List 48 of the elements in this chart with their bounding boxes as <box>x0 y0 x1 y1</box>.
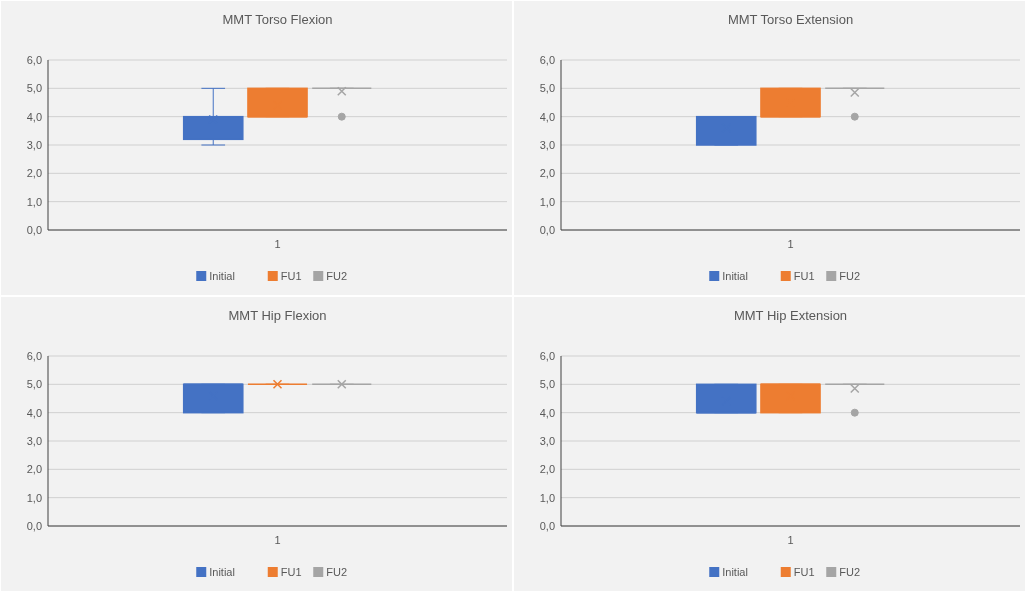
y-tick-label: 1,0 <box>26 195 42 208</box>
y-tick-label: 2,0 <box>539 463 555 476</box>
y-tick-label: 3,0 <box>539 434 555 447</box>
chart-title: MMT Torso Extension <box>727 12 854 27</box>
y-tick-label: 0,0 <box>539 519 555 532</box>
legend-label: FU1 <box>793 566 815 578</box>
x-tick-label: 1 <box>787 534 794 546</box>
x-tick-label: 1 <box>274 238 281 250</box>
chart-title: MMT Hip Extension <box>733 308 848 323</box>
legend-label: FU1 <box>280 270 302 282</box>
x-tick-label: 1 <box>274 534 281 546</box>
legend-label: Initial <box>209 270 235 282</box>
legend-label: FU1 <box>280 566 302 578</box>
chart-title: MMT Torso Flexion <box>222 12 333 27</box>
y-tick-label: 6,0 <box>539 53 555 66</box>
y-tick-label: 3,0 <box>26 434 42 447</box>
y-tick-label: 1,0 <box>539 195 555 208</box>
y-tick-label: 4,0 <box>26 110 42 123</box>
y-tick-label: 6,0 <box>539 349 555 362</box>
y-tick-label: 2,0 <box>539 167 555 180</box>
y-tick-label: 0,0 <box>26 519 42 532</box>
legend-label: FU2 <box>326 270 348 282</box>
legend-label: FU2 <box>326 566 348 578</box>
y-tick-label: 5,0 <box>539 378 555 391</box>
y-tick-label: 5,0 <box>26 82 42 95</box>
y-tick-label: 5,0 <box>539 82 555 95</box>
y-tick-label: 5,0 <box>26 378 42 391</box>
y-tick-label: 3,0 <box>539 138 555 151</box>
legend-label: Initial <box>722 566 748 578</box>
legend-label: FU1 <box>793 270 815 282</box>
y-tick-label: 2,0 <box>26 167 42 180</box>
y-tick-label: 1,0 <box>26 491 42 504</box>
y-tick-label: 0,0 <box>539 223 555 236</box>
legend-label: FU2 <box>839 566 861 578</box>
y-tick-label: 0,0 <box>26 223 42 236</box>
y-tick-label: 6,0 <box>26 349 42 362</box>
y-tick-label: 4,0 <box>539 110 555 123</box>
y-tick-label: 4,0 <box>539 406 555 419</box>
chart-title: MMT Hip Flexion <box>228 308 327 323</box>
y-tick-label: 2,0 <box>26 463 42 476</box>
y-tick-label: 6,0 <box>26 53 42 66</box>
y-tick-label: 1,0 <box>539 491 555 504</box>
x-tick-label: 1 <box>787 238 794 250</box>
y-tick-label: 4,0 <box>26 406 42 419</box>
legend-label: Initial <box>722 270 748 282</box>
legend-label: FU2 <box>839 270 861 282</box>
y-tick-label: 3,0 <box>26 138 42 151</box>
legend-label: Initial <box>209 566 235 578</box>
